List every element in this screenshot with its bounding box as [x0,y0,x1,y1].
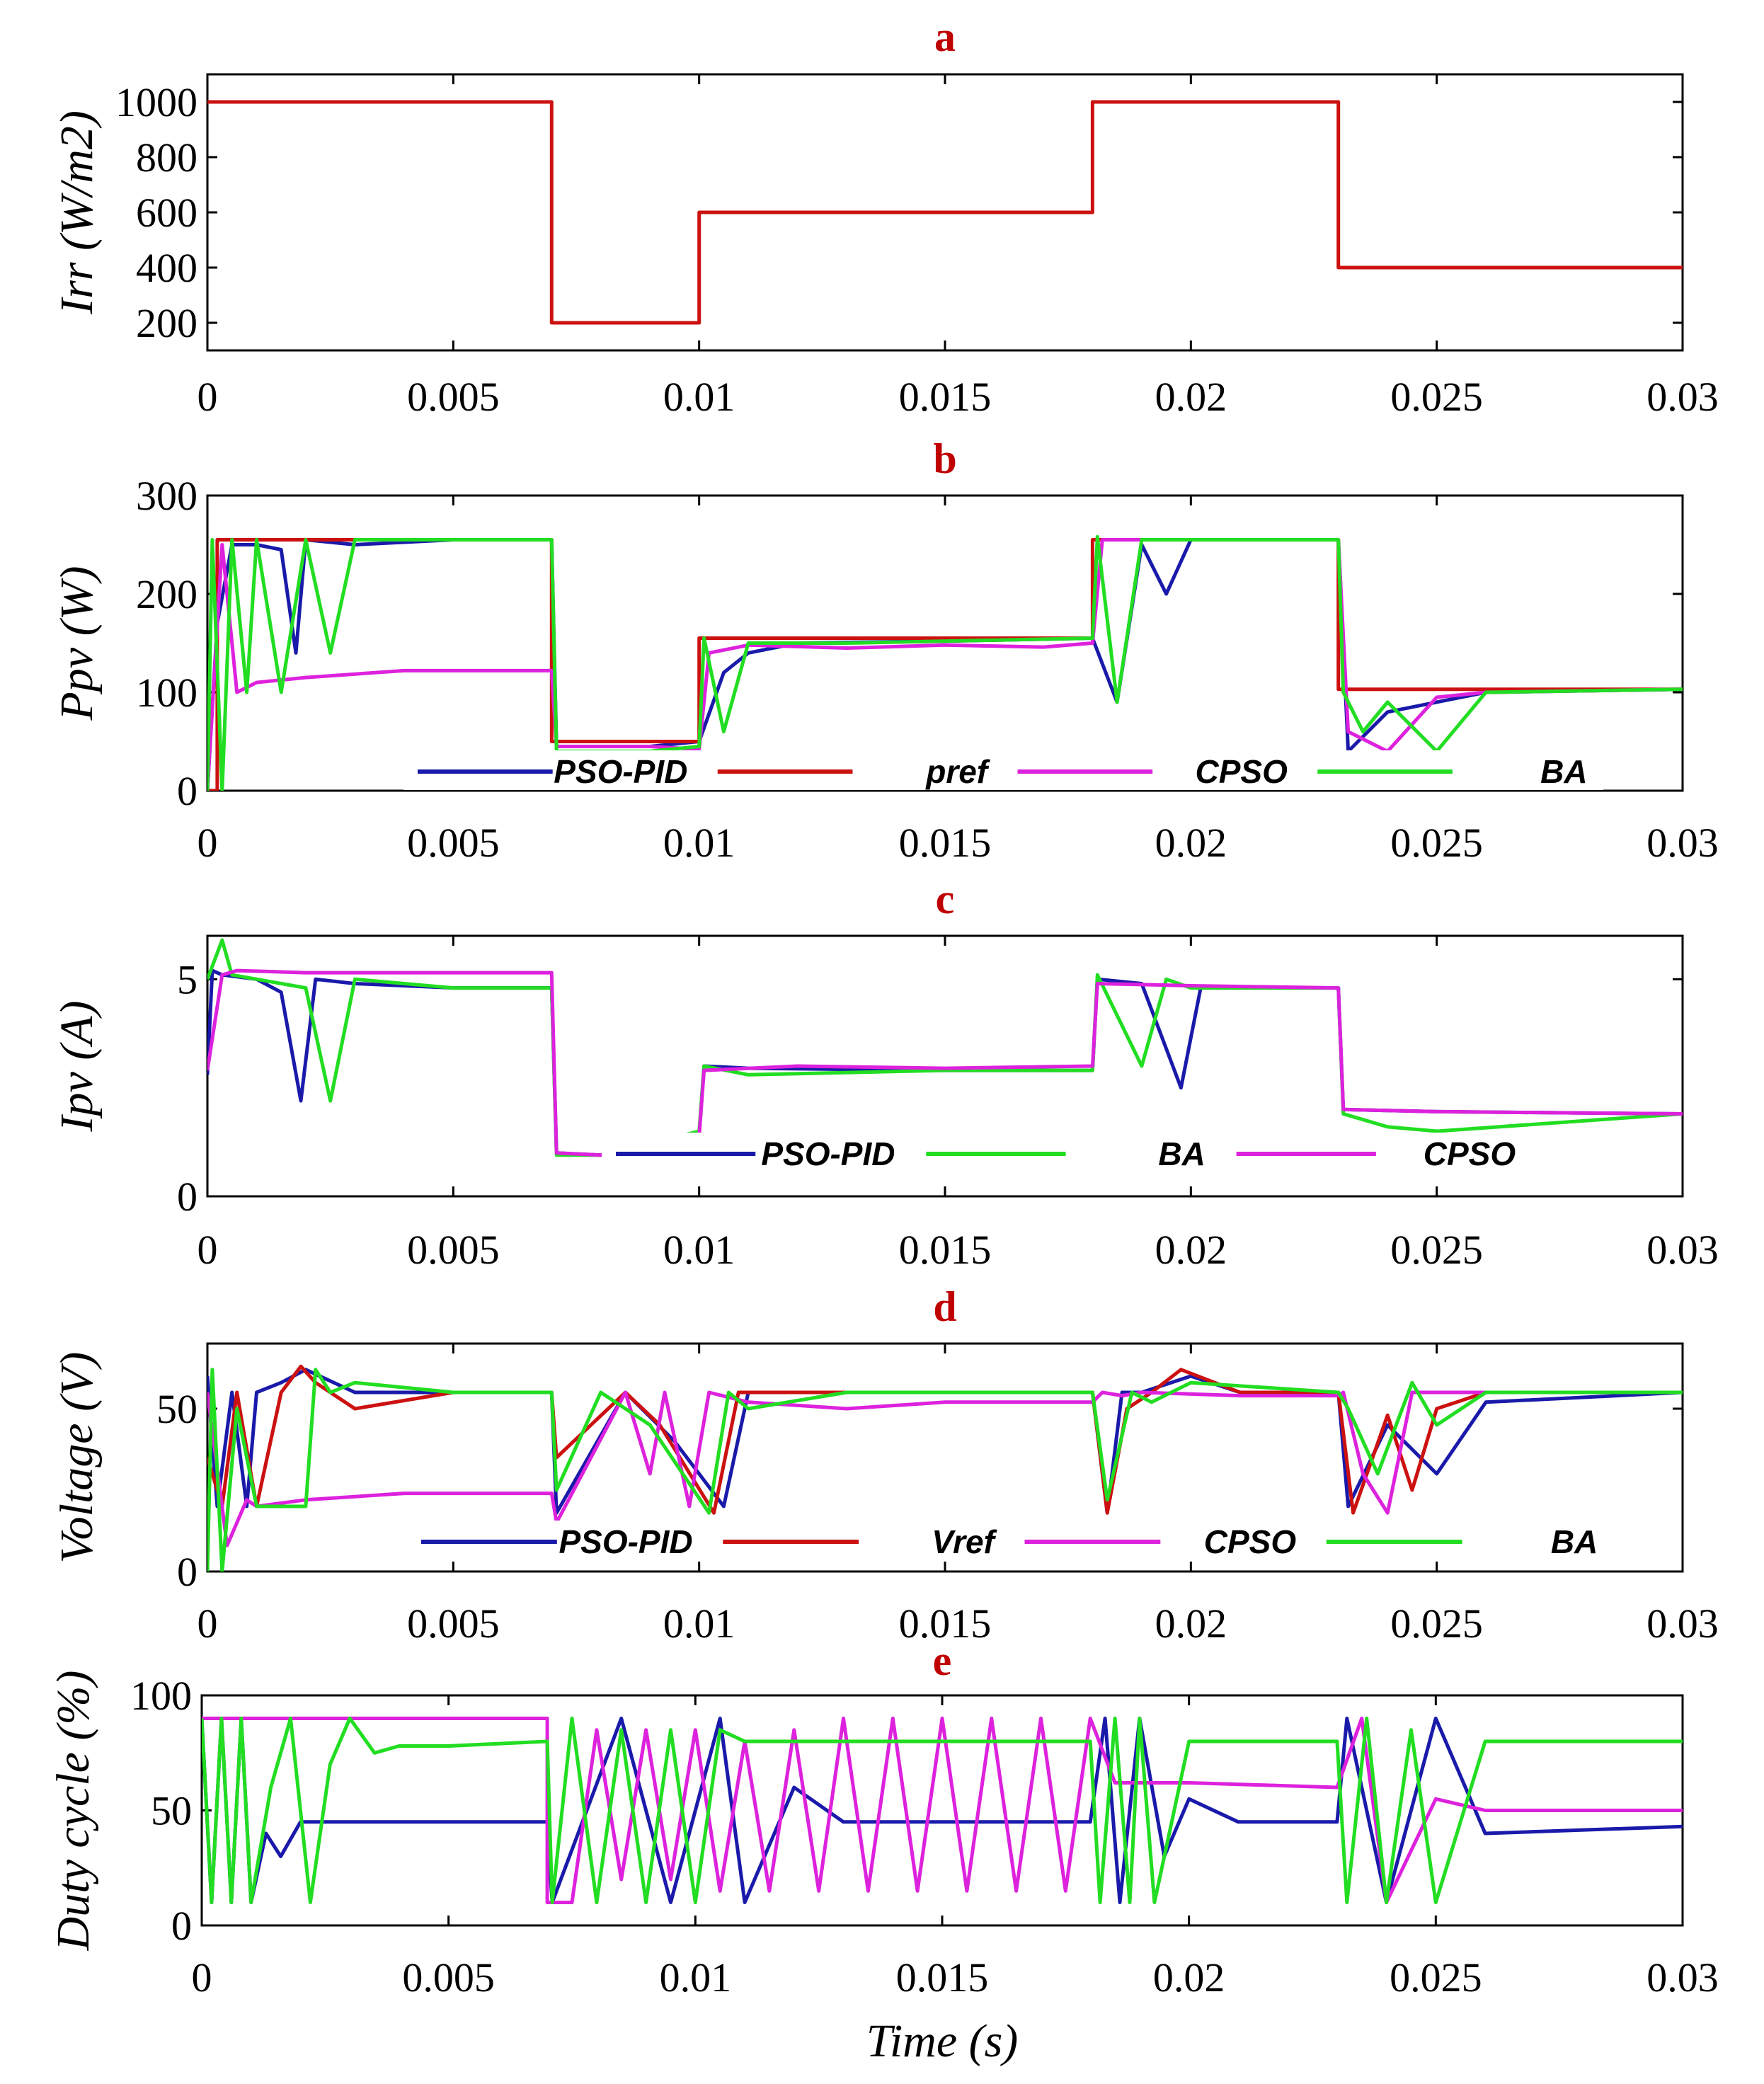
y-tick-label: 200 [136,571,197,617]
panel-e: e 0 0.005 0.01 0.015 0.02 0.025 0.03 0 50 100 Duty … [47,1637,1719,2067]
legend-label: BA [1540,753,1587,790]
series-line-cpso [207,538,1683,791]
series-line-irr [207,100,1683,325]
panel-a: a 0 0.005 0.01 0.015 0.02 0.025 0.03 200 400 600 80… [51,13,1719,420]
x-tick-label: 0.015 [899,820,992,866]
y-tick-label: 100 [136,670,197,716]
y-tick-label: 1000 [115,79,197,125]
x-tick-label: 0.015 [899,374,992,420]
x-tick-label: 0.005 [407,820,500,866]
x-tick-label: 0.01 [663,374,735,420]
series-line-pso-pid [207,1368,1683,1515]
series-line-ba [207,534,1683,791]
x-tick-label: 0.03 [1646,1954,1719,2000]
y-tick-label: 50 [156,1386,197,1432]
x-tick-label: 0.005 [402,1954,495,2000]
x-tick-label: 0.005 [407,1227,500,1273]
y-tick-label: 400 [136,245,197,291]
x-tick-label: 0.025 [1390,374,1483,420]
x-tick-label: 0.015 [899,1227,992,1273]
legend-label: PSO-PID [559,1523,692,1560]
y-tick-label: 0 [177,1174,197,1220]
x-tick-label: 0.005 [407,374,500,420]
series-group [207,938,1683,1157]
x-tick-label: 0 [197,374,218,420]
series-line-cpso [207,1390,1683,1547]
x-tick-label: 0.015 [899,1601,992,1647]
y-tick-label: 0 [177,1549,197,1595]
legend: PSO-PID Vref CPSO BA [407,1521,1614,1560]
panel-title: b [933,435,956,482]
y-axis-label: Duty cycle (%) [47,1671,99,1952]
x-tick-label: 0.025 [1390,1601,1483,1647]
series-line-vref [207,1364,1683,1515]
panel-title: e [933,1637,952,1684]
y-axis-label: Irr (W/m2) [51,110,103,315]
x-tick-label: 0.02 [1155,374,1227,420]
legend-label: PSO-PID [761,1135,895,1172]
x-tick-label: 0.03 [1646,1227,1719,1273]
x-tick-label: 0.01 [663,1227,735,1273]
x-tick-label: 0.005 [407,1601,500,1647]
x-tick-label: 0.01 [663,820,735,866]
y-tick-label: 50 [151,1788,192,1834]
legend-box [602,1133,1533,1172]
legend-label: BA [1551,1523,1598,1560]
y-axis-label: Ppv (W) [51,566,103,721]
x-tick-label: 0.03 [1646,820,1719,866]
x-tick-label: 0 [197,820,218,866]
y-tick-label: 5 [177,956,197,1002]
x-tick-label: 0.02 [1155,820,1227,866]
x-tick-label: 0.025 [1390,1227,1483,1273]
x-tick-label: 0.025 [1390,1954,1482,2000]
y-axis-label: Voltage (V) [51,1352,103,1564]
panel-d: d 0 0.005 0.01 0.015 0.02 0.025 0.03 0 50 Voltage … [51,1283,1719,1647]
y-tick-label: 800 [136,134,197,181]
x-tick-label: 0.015 [896,1954,989,2000]
x-tick-label: 0.02 [1153,1954,1225,2000]
legend-label: CPSO [1196,753,1288,790]
x-tick-label: 0.03 [1646,1601,1719,1647]
x-tick-label: 0 [192,1954,212,2000]
legend-label: BA [1158,1135,1205,1172]
legend: PSO-PID pref CPSO BA [403,750,1603,790]
x-tick-label: 0.025 [1390,820,1483,866]
legend-label: CPSO [1204,1523,1297,1560]
x-tick-label: 0.02 [1155,1601,1227,1647]
legend-label: CPSO [1424,1135,1516,1172]
x-tick-label: 0.01 [660,1954,732,2000]
x-tick-label: 0 [197,1601,218,1647]
series-line-cpso [207,968,1683,1157]
x-tick-label: 0.02 [1155,1227,1227,1273]
series-group [207,1364,1683,1571]
panel-title: d [933,1283,956,1330]
series-group [207,100,1683,325]
y-tick-label: 0 [177,768,197,814]
series-group [202,1717,1683,1904]
legend-label: Vref [932,1523,997,1560]
panel-c: c 0 0.005 0.01 0.015 0.02 0.025 0.03 0 5 Ipv (A) PS… [51,876,1719,1273]
legend: PSO-PID BA CPSO [602,1133,1533,1172]
y-axis-label: Ipv (A) [51,1000,103,1132]
x-tick-label: 0 [197,1227,218,1273]
y-tick-label: 300 [136,473,197,519]
y-tick-label: 200 [136,300,197,346]
series-group [207,534,1683,791]
x-tick-label: 0.01 [663,1601,735,1647]
legend-label: pref [924,753,991,790]
y-tick-label: 100 [130,1673,192,1719]
panel-b: b 0 0.005 0.01 0.015 0.02 0.025 0.03 0 100 200 300 P… [51,435,1719,866]
panel-title: a [934,13,956,60]
series-line-ba [202,1717,1683,1904]
legend-label: PSO-PID [554,753,687,790]
y-tick-label: 0 [171,1903,192,1949]
y-tick-label: 600 [136,190,197,236]
x-axis-label: Time (s) [866,2015,1019,2067]
x-tick-label: 0.03 [1646,374,1719,420]
series-line-ba [207,1368,1683,1571]
axes-box [206,494,1684,792]
panel-title: c [936,876,955,922]
